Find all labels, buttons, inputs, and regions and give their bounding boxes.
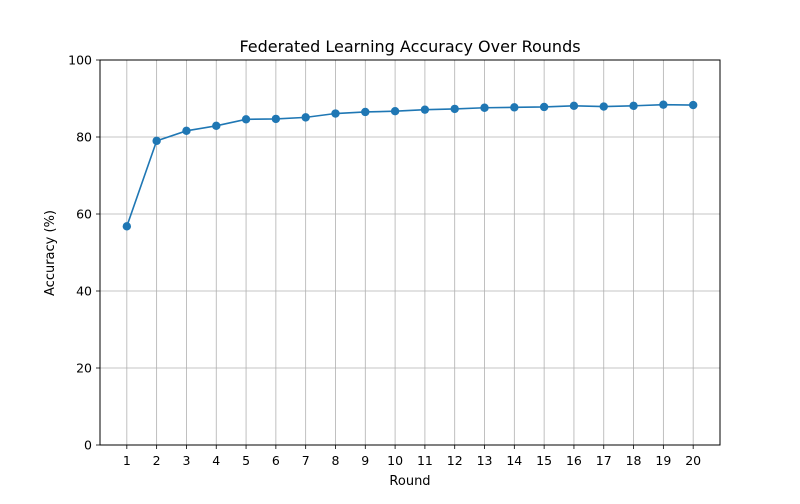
- data-point: [271, 114, 281, 124]
- data-point: [212, 121, 221, 131]
- y-tick-label: 80: [76, 130, 92, 145]
- data-point: [241, 115, 251, 124]
- y-axis-label: Accuracy (%): [43, 210, 58, 296]
- data-point: [569, 101, 579, 111]
- x-tick-label: 4: [212, 453, 220, 468]
- x-tick-label: 9: [361, 453, 369, 468]
- x-tick-label: 8: [332, 453, 340, 468]
- series-line: [126, 103, 694, 227]
- x-axis-label: Round: [389, 474, 430, 489]
- data-point: [480, 103, 489, 112]
- y-tick-label: 20: [76, 361, 92, 376]
- x-tick-label: 19: [655, 453, 671, 468]
- x-tick-label: 1: [123, 453, 131, 468]
- y-tick-label: 40: [76, 284, 92, 299]
- x-tick-label: 14: [506, 453, 522, 468]
- x-tick-label: 13: [477, 453, 493, 468]
- y-tick-label: 100: [68, 53, 92, 68]
- data-point: [420, 105, 430, 114]
- x-tick-label: 10: [387, 453, 403, 468]
- data-point: [152, 136, 161, 146]
- data-point: [539, 102, 549, 112]
- series: [122, 100, 698, 231]
- data-point: [599, 102, 608, 111]
- x-tick-label: 3: [182, 453, 190, 468]
- data-point: [301, 113, 310, 122]
- chart-title: Federated Learning Accuracy Over Rounds: [239, 37, 580, 56]
- data-point: [122, 222, 132, 231]
- y-tick-label: 60: [76, 207, 92, 222]
- data-point: [688, 100, 698, 110]
- x-tick-label: 17: [596, 453, 612, 468]
- data-point: [450, 104, 459, 114]
- x-tick-label: 12: [447, 453, 463, 468]
- data-point: [331, 109, 340, 118]
- x-tick-label: 6: [272, 453, 280, 468]
- data-point: [361, 107, 370, 117]
- grid: [100, 59, 720, 446]
- x-tick-label: 2: [153, 453, 161, 468]
- x-tick-label: 5: [242, 453, 250, 468]
- x-tick-label: 18: [626, 453, 642, 468]
- data-point: [390, 107, 400, 116]
- x-tick-label: 11: [417, 453, 433, 468]
- x-tick-label: 7: [302, 453, 310, 468]
- x-tick-label: 20: [685, 453, 701, 468]
- x-tick-label: 15: [536, 453, 552, 468]
- axis-ticks: 1 2 3 4 5 6 7 8 9 10 11 12 13 14 15 16 17 18 19 20020406080…: [68, 53, 701, 469]
- data-point: [629, 101, 638, 111]
- data-point: [659, 100, 668, 109]
- plot-area-frame: [99, 59, 721, 446]
- y-tick-label: 0: [84, 438, 92, 453]
- data-point: [510, 103, 519, 112]
- x-tick-label: 16: [566, 453, 582, 468]
- data-point: [182, 126, 191, 136]
